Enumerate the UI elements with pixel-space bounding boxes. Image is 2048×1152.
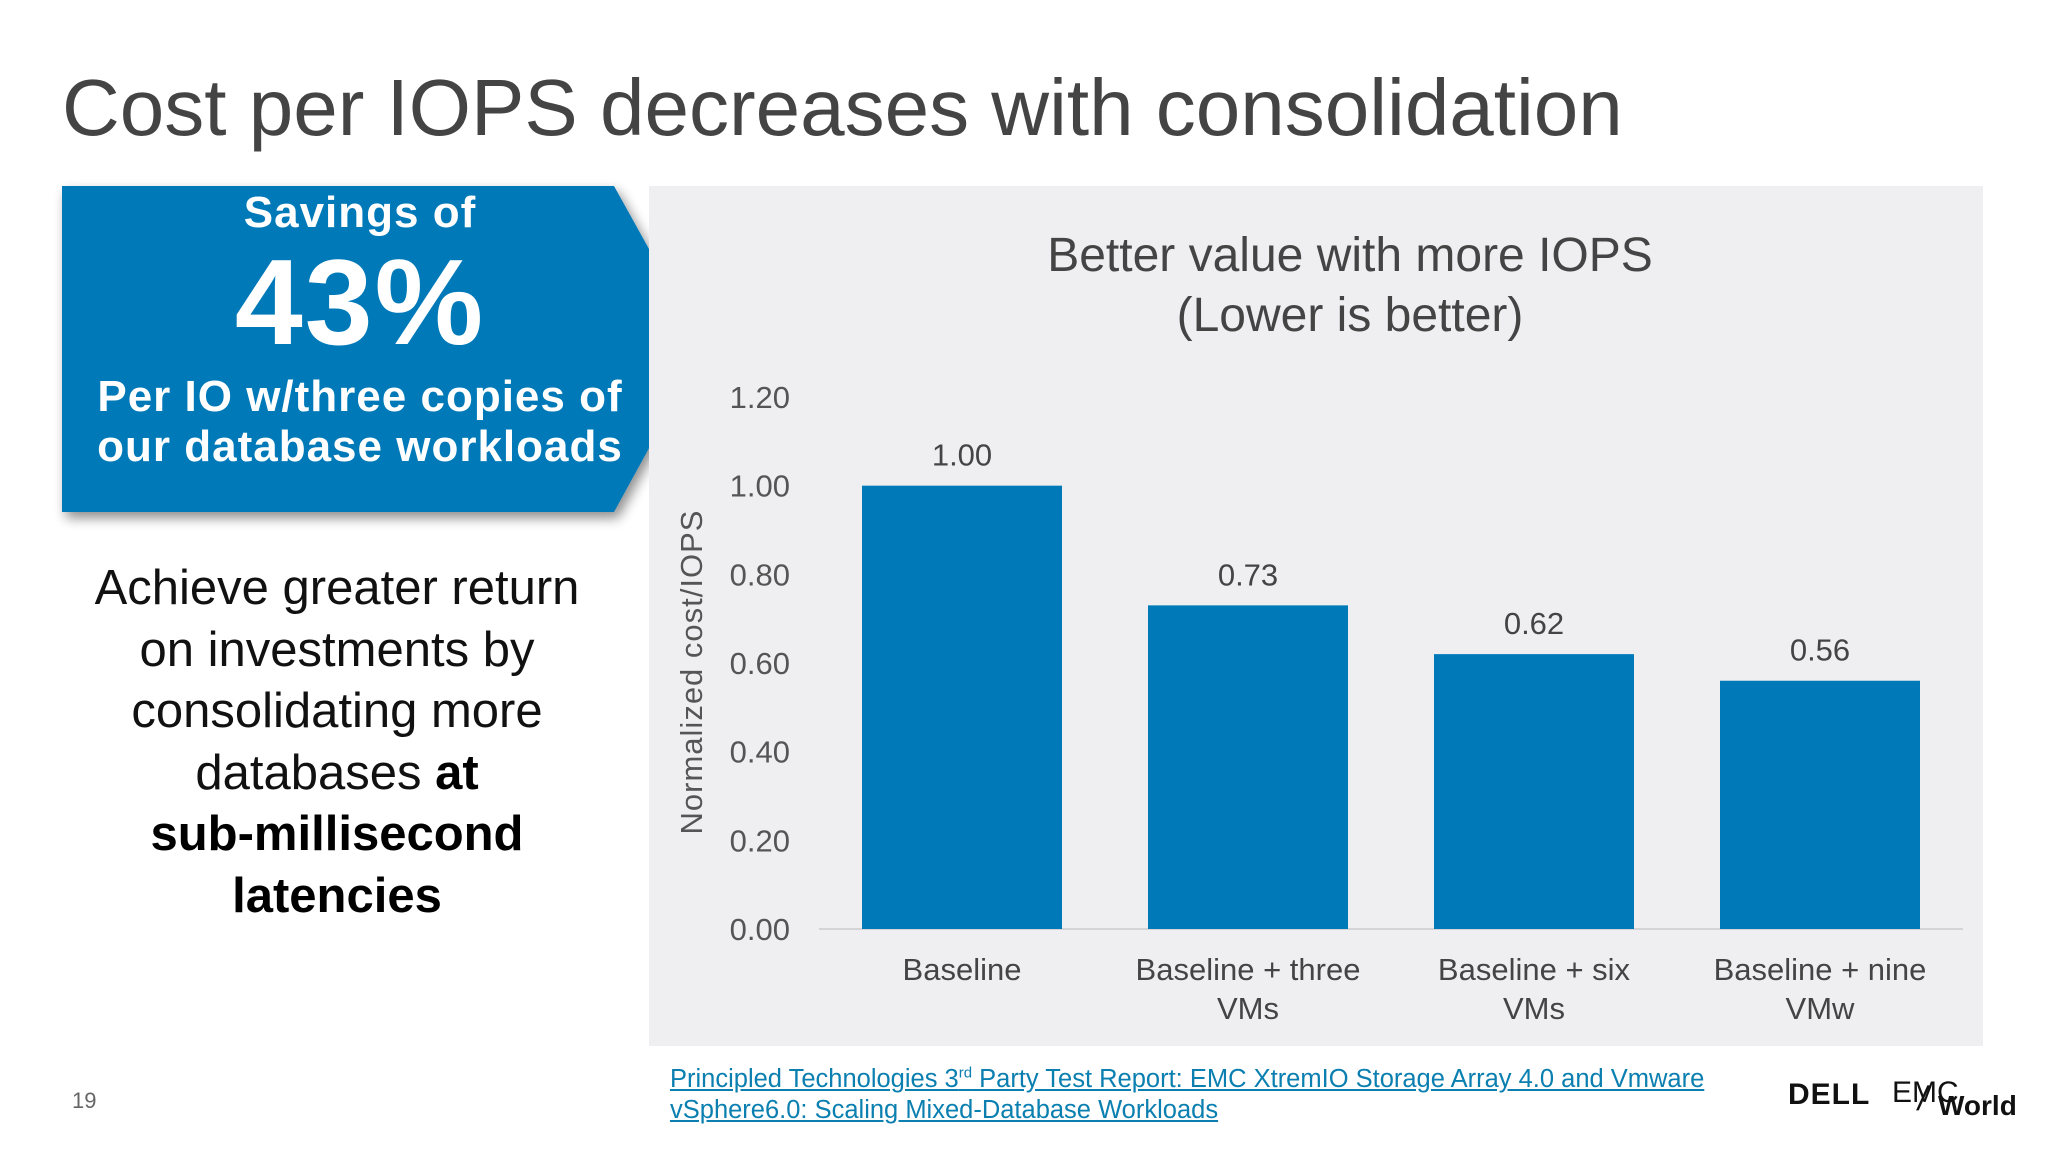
body-statement: Achieve greater return on investments by… <box>62 558 612 927</box>
body-line-1: Achieve greater return <box>94 561 580 615</box>
x-tick-label: Baseline + nine <box>1714 952 1927 987</box>
savings-callout: Savings of 43% Per IO w/three copies of … <box>62 186 658 472</box>
bar-3 <box>1434 654 1634 929</box>
body-line-4-bold: at <box>435 745 479 800</box>
savings-label: Savings of <box>243 188 477 237</box>
x-tick-label: Baseline + three <box>1136 952 1361 987</box>
bar-1 <box>862 485 1062 929</box>
body-line-4: databases at <box>62 743 612 805</box>
source-link-sup: rd <box>958 1064 973 1082</box>
chart-panel: Better value with more IOPS (Lower is bet… <box>649 186 1983 1046</box>
bar-value-label: 0.73 <box>1218 557 1278 592</box>
x-tick-label: Baseline + six <box>1438 952 1631 987</box>
savings-description: Per IO w/three copies of our database wo… <box>62 372 658 472</box>
bar-value-label: 1.00 <box>932 438 992 473</box>
y-tick-label: 1.00 <box>730 469 790 504</box>
source-link[interactable]: Principled Technologies 3rd Party Test R… <box>670 1064 1740 1126</box>
savings-description-line2: our database workloads <box>97 422 623 471</box>
body-line-6: latencies <box>62 866 612 928</box>
logo-emc: EMC <box>1892 1076 1959 1109</box>
body-line-3: consolidating more <box>131 684 543 738</box>
body-line-5: sub-millisecond <box>62 804 612 866</box>
bar-chart: Better value with more IOPS (Lower is bet… <box>674 229 1963 1026</box>
chart-subtitle: (Lower is better) <box>1177 289 1524 342</box>
chart-title: Better value with more IOPS <box>1047 229 1653 282</box>
body-line-6-bold: latencies <box>232 868 442 923</box>
source-link-part2: Party Test Report: EMC XtremIO Storage A… <box>670 1065 1705 1124</box>
y-tick-label: 0.60 <box>730 646 790 681</box>
bar-value-label: 0.56 <box>1790 633 1850 668</box>
savings-description-line1: Per IO w/three copies of <box>97 372 623 421</box>
x-tick-label: Baseline <box>903 952 1022 987</box>
x-tick-label: VMs <box>1503 991 1565 1026</box>
bar-value-label: 0.62 <box>1504 606 1564 641</box>
body-line-5-bold: sub-millisecond <box>150 807 524 861</box>
x-tick-label: VMs <box>1217 991 1279 1026</box>
x-tick-label: VMw <box>1786 991 1856 1026</box>
body-line-2: on investments by <box>139 622 535 677</box>
bar-2 <box>1148 605 1348 929</box>
body-line-4-normal: databases <box>195 745 436 800</box>
y-tick-label: 0.20 <box>730 823 790 858</box>
logo-world: World <box>1938 1090 2017 1121</box>
page-number: 19 <box>72 1088 97 1113</box>
slide-title: Cost per IOPS decreases with consolidati… <box>62 63 1623 152</box>
y-axis-label: Normalized cost/IOPS <box>674 510 709 835</box>
bar-4 <box>1720 680 1920 929</box>
y-tick-label: 0.80 <box>730 557 790 592</box>
savings-percent: 43% <box>234 234 486 370</box>
dell-emc-world-logo: DELL EMC / World <box>1788 1076 2017 1126</box>
y-tick-label: 0.40 <box>730 735 790 770</box>
y-tick-label: 1.20 <box>730 380 790 415</box>
y-tick-label: 0.00 <box>730 912 790 947</box>
source-link-part1: Principled Technologies 3 <box>670 1065 959 1093</box>
logo-dell: DELL <box>1788 1078 1871 1111</box>
